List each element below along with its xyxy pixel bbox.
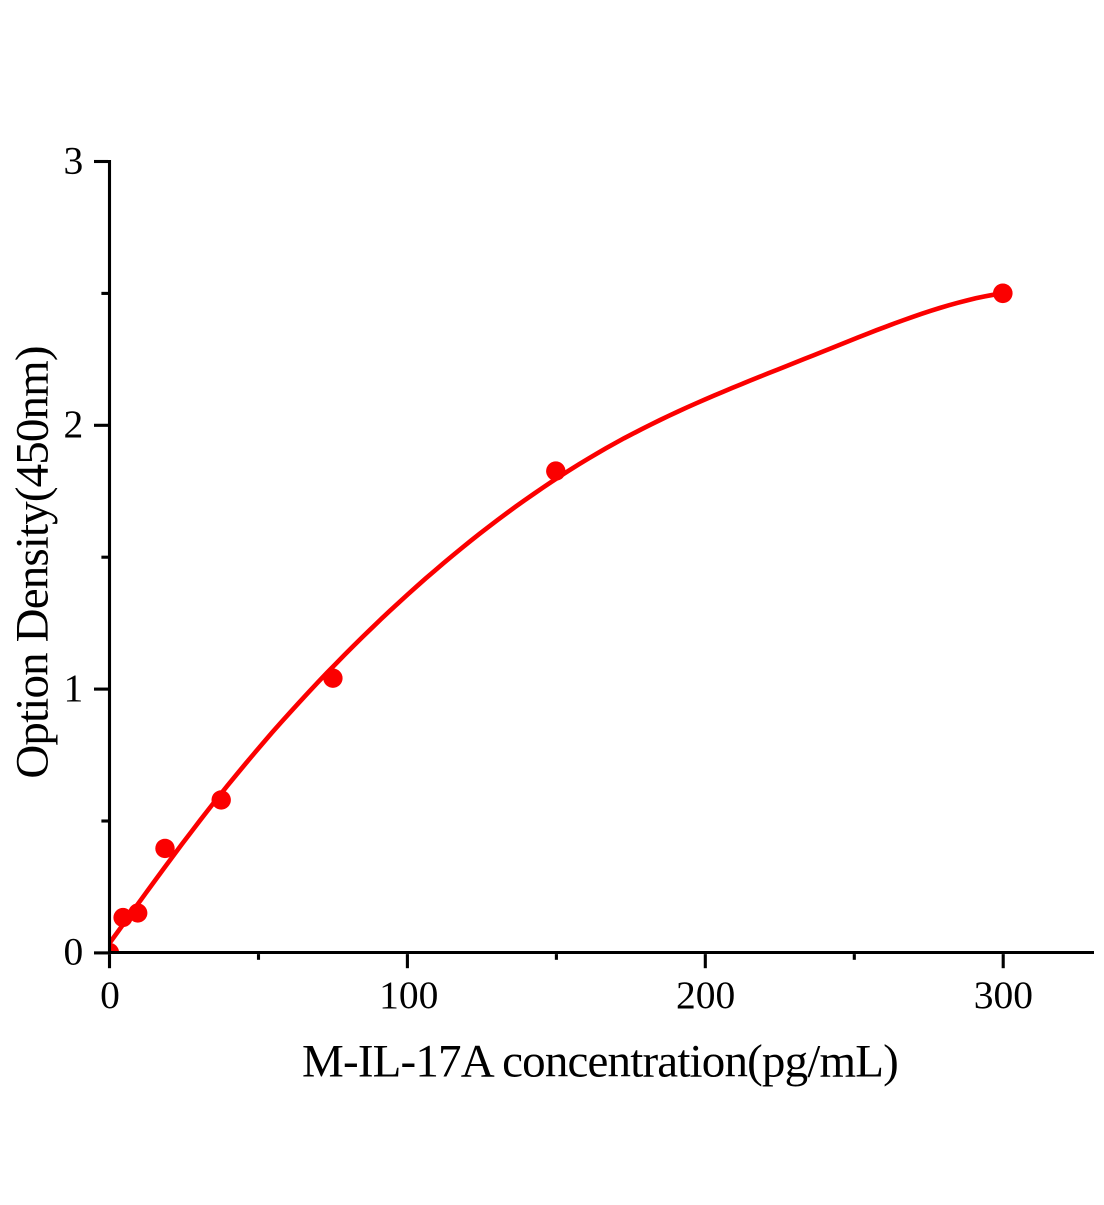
svg-text:M-IL-17A concentration(pg/mL): M-IL-17A concentration(pg/mL)	[302, 1036, 898, 1088]
svg-text:2: 2	[63, 402, 83, 446]
svg-text:0: 0	[100, 973, 120, 1017]
svg-text:1: 1	[63, 666, 83, 710]
svg-text:200: 200	[676, 973, 735, 1017]
svg-text:100: 100	[379, 973, 438, 1017]
svg-text:3: 3	[63, 138, 83, 182]
svg-text:0: 0	[63, 930, 83, 974]
svg-text:300: 300	[974, 973, 1033, 1017]
svg-text:Option Density(450nm): Option Density(450nm)	[7, 346, 59, 778]
